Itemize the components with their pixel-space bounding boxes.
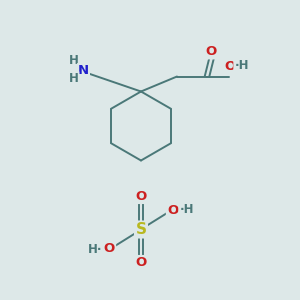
Text: ·H: ·H [179,203,194,216]
Text: ·H: ·H [234,58,249,72]
Text: O: O [167,203,178,217]
Text: O: O [135,190,147,203]
Text: H·: H· [88,243,103,256]
Text: N: N [78,64,89,77]
Text: H: H [69,54,78,67]
Text: O: O [104,242,115,256]
Text: O: O [206,45,217,58]
Text: S: S [136,222,146,237]
Text: O: O [225,59,236,73]
Text: H: H [69,72,78,85]
Text: O: O [135,256,147,269]
